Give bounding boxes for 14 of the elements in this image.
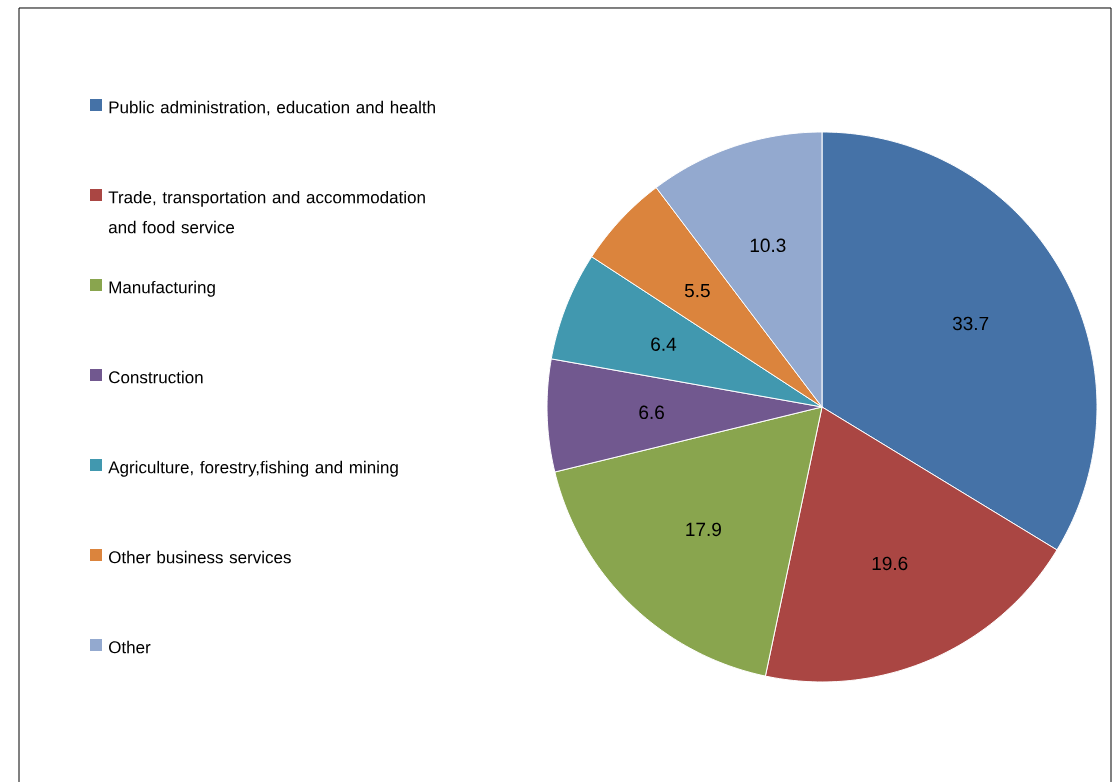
legend-label: Other <box>109 640 151 654</box>
data-label: 5.5 <box>684 283 710 298</box>
data-label: 6.6 <box>639 405 664 419</box>
legend-label: Public administration, education and health <box>109 100 435 116</box>
data-label: 17.9 <box>686 522 721 536</box>
legend-label: Other business services <box>109 550 291 564</box>
data-label: 10.3 <box>750 238 786 252</box>
legend-label: Trade, transportation and accommodation and food service <box>108 190 425 234</box>
legend-label: Manufacturing <box>109 280 215 297</box>
legend-label: Construction <box>109 370 203 384</box>
data-label: 6.4 <box>651 337 677 351</box>
legend-label: Agriculture, forestry,fishing and mining <box>108 460 398 477</box>
data-label: 19.6 <box>872 556 908 570</box>
data-label: 33.7 <box>952 316 989 330</box>
